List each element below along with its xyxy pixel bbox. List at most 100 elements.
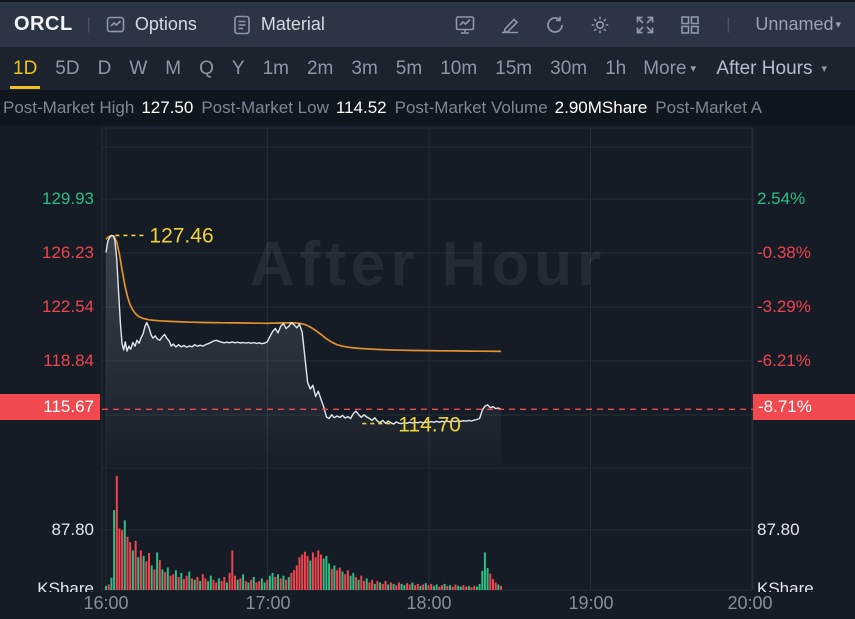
material-button[interactable]: Material — [231, 14, 325, 36]
tf-2m[interactable]: 2m — [306, 57, 334, 79]
volume-bar — [303, 551, 306, 590]
time-tick: 19:00 — [568, 593, 614, 613]
volume-bar — [457, 585, 460, 590]
volume-bar — [414, 585, 417, 590]
tf-more-dropdown[interactable]: More ▾ — [643, 58, 696, 80]
tf-d[interactable]: D — [97, 57, 112, 79]
current-price-badge: 115.67 — [0, 394, 100, 420]
volume-bar — [489, 573, 492, 590]
divider: | — [86, 15, 91, 33]
volume-bar — [158, 559, 161, 590]
tf-5d[interactable]: 5D — [55, 57, 80, 79]
pct-axis-label: -3.29% — [757, 297, 811, 316]
tf-w[interactable]: W — [129, 57, 148, 79]
volume-bar — [290, 572, 293, 590]
volume-bar — [424, 583, 427, 590]
price-axis-label: 122.54 — [42, 297, 94, 316]
volume-bar — [217, 578, 220, 590]
volume-bar — [188, 571, 191, 590]
volume-bar — [123, 520, 126, 590]
tf-3m[interactable]: 3m — [351, 57, 378, 79]
volume-bar — [107, 584, 110, 590]
pct-axis-label: 2.54% — [757, 189, 806, 208]
volume-bar — [196, 577, 199, 590]
volume-bar — [395, 585, 398, 590]
volume-bar — [379, 582, 382, 590]
volume-bar — [228, 572, 231, 590]
volume-bar — [387, 584, 390, 590]
volume-bar — [381, 583, 384, 590]
material-document-icon — [231, 14, 253, 36]
tf-1m[interactable]: 1m — [262, 57, 289, 79]
volume-bar — [465, 586, 468, 590]
volume-bar — [177, 577, 180, 590]
volume-bar — [223, 577, 226, 590]
volume-bar — [121, 529, 124, 590]
symbol-ticker[interactable]: ORCL — [14, 13, 73, 35]
layout-grid-icon[interactable] — [679, 14, 701, 36]
volume-bar — [242, 574, 245, 590]
stat-label: Post-Market High — [3, 97, 135, 117]
tf-m[interactable]: M — [165, 57, 182, 79]
volume-bar — [478, 583, 481, 590]
tf-1d[interactable]: 1D — [9, 49, 41, 89]
after-hour-watermark: After Hour — [250, 230, 607, 299]
volume-bar — [365, 578, 368, 590]
volume-bar — [397, 582, 400, 590]
volume-bar — [252, 577, 255, 590]
volume-bar — [193, 579, 196, 590]
material-label: Material — [260, 14, 325, 34]
volume-bar — [344, 574, 347, 590]
price-axis-label: 118.84 — [43, 351, 94, 370]
draw-pencil-icon[interactable] — [499, 14, 521, 36]
settings-gear-icon[interactable] — [589, 14, 611, 36]
options-button[interactable]: Options — [105, 14, 197, 36]
volume-bar — [255, 582, 258, 590]
tf-q[interactable]: Q — [199, 57, 214, 79]
tf-10m[interactable]: 10m — [440, 57, 478, 79]
pct-axis-label: -6.21% — [757, 351, 811, 370]
volume-bar — [422, 584, 425, 590]
layout-name-dropdown[interactable]: Unnamed ▾ — [755, 14, 841, 35]
volume-bar — [282, 575, 285, 590]
volume-bar — [408, 584, 411, 590]
volume-bar — [454, 584, 457, 590]
volume-bar — [139, 550, 142, 590]
current-pct-badge: -8.71% — [753, 394, 855, 420]
volume-bar — [212, 579, 215, 590]
volume-bar — [298, 557, 301, 590]
volume-bar — [430, 583, 433, 590]
layout-name-label: Unnamed — [755, 14, 834, 34]
divider: | — [726, 15, 731, 33]
volume-bar — [156, 552, 159, 590]
tf-15m[interactable]: 15m — [495, 57, 533, 79]
fullscreen-expand-icon[interactable] — [634, 14, 656, 36]
tf-y[interactable]: Y — [231, 57, 245, 79]
refresh-icon[interactable] — [544, 14, 566, 36]
volume-bar — [110, 577, 113, 590]
volume-bar — [328, 563, 331, 590]
stat-value: 127.50 — [141, 97, 194, 117]
volume-bar — [185, 575, 188, 590]
volume-bar — [500, 585, 503, 590]
time-tick: 20:00 — [727, 593, 773, 613]
volume-bar — [134, 540, 137, 590]
price-volume-chart[interactable]: After Hour 127.46 114.70 — [0, 125, 855, 592]
volume-bar — [118, 528, 121, 590]
tf-5m[interactable]: 5m — [395, 57, 423, 79]
volume-bar — [481, 570, 484, 590]
volume-bar — [360, 575, 363, 590]
volume-bar — [475, 586, 478, 590]
screen-chart-icon[interactable] — [454, 14, 476, 36]
stat-label: Post-Market A — [655, 97, 763, 117]
volume-bar — [182, 579, 185, 590]
volume-bar — [266, 579, 269, 590]
session-dropdown[interactable]: After Hours ▾ — [716, 58, 827, 80]
volume-bar — [115, 475, 118, 590]
volume-bar — [338, 567, 341, 590]
volume-bar — [309, 560, 312, 590]
tf-1h[interactable]: 1h — [605, 57, 627, 79]
volume-bar — [368, 582, 371, 590]
tf-30m[interactable]: 30m — [550, 57, 588, 79]
volume-bar — [129, 542, 132, 590]
